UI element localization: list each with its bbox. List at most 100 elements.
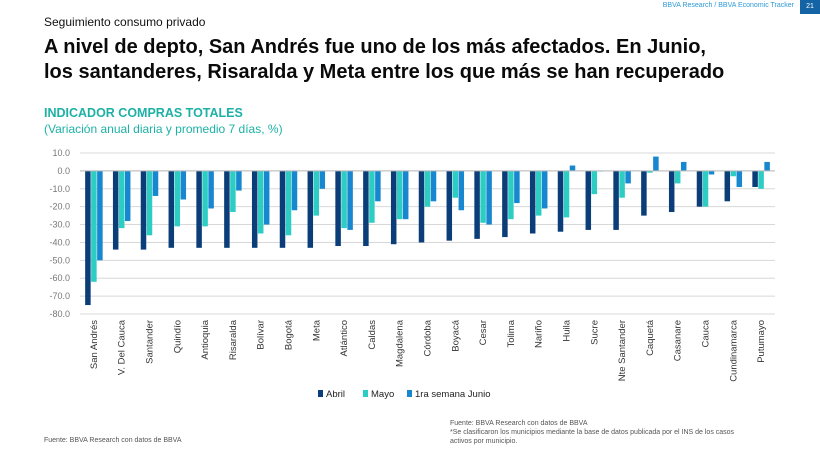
x-tick-label: Santander	[145, 320, 156, 364]
bar-mayo	[674, 170, 681, 184]
source-note-right: Fuente: BBVA Research con datos de BBVA …	[450, 419, 790, 446]
legend-label: Abril	[326, 389, 345, 400]
bar-abril	[502, 170, 508, 238]
bar-mayo	[480, 170, 486, 223]
chart-title: INDICADOR COMPRAS TOTALES	[44, 106, 243, 120]
x-tick-label: Caquetá	[645, 319, 656, 356]
bar-abril	[363, 170, 369, 247]
headline-line-1: A nivel de depto, San Andrés fue uno de …	[44, 36, 706, 58]
source-note-left: Fuente: BBVA Research con datos de BBVA	[44, 437, 182, 444]
bar-mayo	[424, 170, 431, 207]
bar-1ra-semana-junio	[208, 170, 214, 209]
bar-abril	[140, 170, 147, 250]
bar-mayo	[452, 170, 459, 198]
chart-subtitle: (Variación anual diaria y promedio 7 día…	[44, 122, 283, 136]
x-tick-label: Caldas	[367, 320, 378, 350]
bar-mayo	[563, 170, 570, 218]
legend-label: Mayo	[371, 389, 394, 400]
bar-mayo	[730, 170, 737, 177]
bar-1ra-semana-junio	[375, 170, 381, 202]
y-tick-label: -70.0	[49, 291, 70, 301]
bar-1ra-semana-junio	[708, 170, 715, 175]
bar-mayo	[535, 170, 542, 216]
bar-abril	[529, 170, 536, 234]
top-bar: BBVA Research / BBVA Economic Tracker 21	[0, 0, 820, 14]
x-tick-label: Magdalena	[395, 319, 406, 367]
bar-abril	[446, 170, 453, 241]
bar-mayo	[202, 170, 208, 227]
x-tick-label: Cundinamarca	[728, 319, 739, 381]
bar-1ra-semana-junio	[736, 170, 743, 187]
x-tick-label: Bolívar	[256, 320, 267, 350]
x-tick-label: Cesar	[478, 320, 489, 345]
bar-abril	[557, 170, 564, 232]
x-tick-label: Atlántico	[339, 320, 350, 356]
x-tick-label: Bogotá	[284, 319, 295, 350]
bar-1ra-semana-junio	[458, 170, 465, 211]
bar-abril	[279, 170, 286, 248]
bar-1ra-semana-junio	[653, 156, 659, 171]
bar-abril	[724, 170, 731, 202]
x-tick-label: Córdoba	[423, 319, 434, 356]
bar-abril	[335, 170, 341, 247]
bar-1ra-semana-junio	[680, 161, 687, 171]
page-headline: A nivel de depto, San Andrés fue uno de …	[44, 35, 724, 85]
x-tick-label: Tolima	[506, 319, 517, 347]
source-note-line-2: *Se clasificaron los municipios mediante…	[450, 429, 735, 436]
bar-mayo	[230, 170, 236, 213]
bar-abril	[696, 170, 703, 207]
x-tick-label: Risaralda	[228, 319, 239, 360]
bar-1ra-semana-junio	[430, 170, 437, 202]
bar-1ra-semana-junio	[625, 170, 631, 184]
bar-1ra-semana-junio	[152, 170, 159, 196]
bar-1ra-semana-junio	[486, 170, 492, 225]
bar-mayo	[174, 170, 181, 227]
bar-abril	[251, 170, 258, 248]
x-tick-label: San Andrés	[89, 320, 100, 369]
bar-abril	[752, 170, 758, 187]
x-tick-label: Meta	[311, 319, 322, 341]
y-tick-label: -50.0	[49, 255, 70, 265]
bar-abril	[585, 170, 592, 230]
y-tick-label: -30.0	[49, 220, 70, 230]
bar-1ra-semana-junio	[236, 170, 242, 191]
legend-swatch	[407, 390, 412, 397]
x-tick-label: Boyacá	[450, 319, 461, 351]
bar-mayo	[591, 170, 598, 195]
bar-mayo	[508, 170, 514, 220]
legend-swatch	[363, 390, 368, 397]
bar-abril	[613, 170, 619, 230]
bar-mayo	[118, 170, 125, 229]
bar-1ra-semana-junio	[291, 170, 298, 211]
bar-1ra-semana-junio	[347, 170, 353, 230]
bar-abril	[168, 170, 175, 248]
x-tick-label: Nte Santander	[617, 320, 628, 381]
x-tick-label: Quindío	[172, 320, 183, 353]
x-tick-label: Nariño	[534, 320, 545, 348]
bar-mayo	[285, 170, 292, 236]
x-tick-label: Putumayo	[756, 320, 767, 363]
y-tick-label: 0.0	[57, 166, 70, 176]
bar-abril	[196, 170, 202, 248]
bar-1ra-semana-junio	[263, 170, 270, 225]
bar-abril	[307, 170, 314, 248]
source-note-line-1: Fuente: BBVA Research con datos de BBVA	[450, 420, 588, 427]
x-tick-label: Casanare	[673, 320, 684, 361]
bar-1ra-semana-junio	[402, 170, 409, 220]
bar-abril	[641, 170, 647, 216]
y-tick-label: -80.0	[49, 309, 70, 319]
bar-abril	[418, 170, 425, 243]
bar-1ra-semana-junio	[514, 170, 520, 204]
bar-abril	[668, 170, 675, 213]
bar-abril	[474, 170, 480, 239]
bar-1ra-semana-junio	[764, 161, 770, 171]
section-title: Seguimiento consumo privado	[44, 15, 206, 29]
x-tick-label: Sucre	[589, 320, 600, 345]
bar-1ra-semana-junio	[319, 170, 326, 189]
y-tick-label: -10.0	[49, 184, 70, 194]
bar-mayo	[369, 170, 375, 223]
bar-mayo	[396, 170, 403, 220]
y-tick-label: -60.0	[49, 273, 70, 283]
legend-swatch	[318, 390, 323, 397]
bar-1ra-semana-junio	[180, 170, 187, 200]
